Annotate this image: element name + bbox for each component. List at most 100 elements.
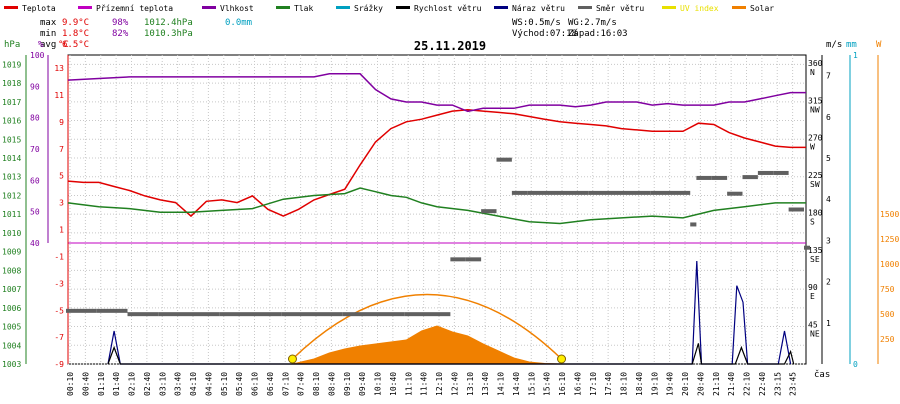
w-tick-2: 1000 [880, 260, 899, 269]
degc-tick-1: 11 [54, 91, 64, 100]
degc-tick-6: 1 [59, 226, 64, 235]
dir-tick-0: 360 [808, 59, 823, 68]
series-sm-r-v-tru-point-30 [773, 170, 789, 175]
x-tick-20: 10:10 [374, 372, 383, 396]
dir-tick-1: 315 [808, 96, 823, 105]
legend-label-0: Teplota [22, 4, 56, 13]
x-tick-17: 08:40 [327, 372, 336, 396]
series-sm-r-v-tru-point-0 [66, 308, 97, 313]
mm-tick-0: 1 [853, 51, 858, 60]
dir-tick-label-1: NW [810, 105, 820, 114]
degc-tick-7: -1 [54, 252, 64, 261]
degc-tick-10: -7 [54, 333, 64, 342]
legend-label-5: Rychlost větru [414, 4, 482, 13]
series-solar [292, 325, 562, 365]
degc-tick-2: 9 [59, 118, 64, 127]
sunset-time: Západ:16:03 [568, 29, 628, 39]
hpa-tick-11: 1008 [2, 266, 21, 275]
hpa-tick-13: 1006 [2, 304, 21, 313]
stat-max-press: 1012.4hPa [144, 18, 193, 28]
x-tick-9: 04:40 [204, 372, 213, 396]
axis-units: hPa % °C m/s mm W čas [4, 40, 882, 380]
x-tick-39: 19:40 [666, 372, 675, 396]
series-sm-r-v-tru-point-26 [711, 175, 728, 180]
x-tick-19: 09:40 [358, 372, 367, 396]
ms-tick-6: 1 [826, 319, 831, 328]
unit-pct: % [38, 40, 44, 50]
legend-label-9: Solar [750, 4, 774, 13]
dir-tick-label-5: SE [810, 255, 820, 264]
series-sm-r-v-tru-point-12 [435, 312, 451, 317]
legend-swatch-8 [662, 6, 676, 9]
x-tick-10: 05:10 [220, 372, 229, 396]
legend-label-7: Směr větru [596, 4, 644, 13]
w-tick-3: 750 [880, 285, 895, 294]
unit-degc: °C [58, 40, 69, 50]
series-sm-r-v-tru-point-6 [250, 312, 282, 317]
hpa-tick-0: 1019 [2, 60, 21, 69]
legend-label-2: Vlhkost [220, 4, 254, 13]
legend-swatch-1 [78, 6, 92, 9]
x-tick-23: 11:40 [420, 372, 429, 396]
series-sm-r-v-tru-point-7 [281, 312, 312, 317]
dir-tick-4: 180 [808, 208, 823, 217]
x-tick-40: 20:10 [681, 372, 690, 396]
legend-swatch-4 [336, 6, 350, 9]
pct-tick-5: 50 [30, 208, 40, 217]
series-sm-r-v-tru-point-25 [696, 175, 712, 180]
x-tick-25: 12:40 [450, 372, 459, 396]
series-sm-r-v-tru-point-8 [312, 312, 343, 317]
hpa-tick-5: 1014 [2, 154, 21, 163]
x-tick-7: 03:40 [174, 372, 183, 396]
dir-tick-2: 270 [808, 134, 823, 143]
series-sm-r-v-tru-point-16 [496, 157, 512, 162]
x-tick-32: 16:10 [558, 372, 567, 396]
series-sm-r-v-tru-point-19 [558, 190, 589, 195]
sun-marker-1 [557, 354, 567, 364]
stat-max-hum: 98% [112, 18, 129, 28]
x-tick-43: 21:40 [727, 372, 736, 396]
degc-tick-4: 5 [59, 172, 64, 181]
legend-label-6: Náraz větru [512, 4, 565, 13]
ms-tick-0: 7 [826, 72, 831, 81]
dir-tick-7: 45 [808, 321, 818, 330]
hpa-tick-1: 1018 [2, 79, 21, 88]
time-label: čas [814, 369, 830, 380]
x-tick-36: 18:10 [620, 372, 629, 396]
x-tick-41: 20:40 [696, 372, 705, 396]
dir-tick-3: 225 [808, 171, 823, 180]
x-tick-33: 16:40 [573, 372, 582, 396]
ms-tick-5: 2 [826, 278, 831, 287]
legend-swatch-9 [732, 6, 746, 9]
pct-tick-3: 70 [30, 145, 40, 154]
x-tick-47: 23:45 [789, 372, 798, 396]
stat-avg-temp: 6.5°C [62, 40, 89, 50]
stat-max-label: max [40, 18, 57, 28]
ms-tick-4: 3 [826, 236, 831, 245]
x-tick-11: 05:40 [235, 372, 244, 396]
stat-max-temp: 9.9°C [62, 18, 89, 28]
w-tick-0: 1500 [880, 210, 899, 219]
x-tick-31: 15:40 [543, 372, 552, 396]
x-tick-26: 13:10 [466, 372, 475, 396]
x-tick-5: 02:40 [143, 372, 152, 396]
x-tick-37: 18:40 [635, 372, 644, 396]
hpa-tick-8: 1011 [2, 210, 21, 219]
x-tick-6: 03:10 [158, 372, 167, 396]
stat-min-hum: 82% [112, 29, 129, 39]
series-sm-r-v-tru-point-18 [527, 190, 558, 195]
wind-info: WS:0.5m/s WG:2.7m/s Východ:07:18 Západ:1… [512, 18, 628, 39]
series-sm-r-v-tru-point-23 [681, 190, 691, 195]
x-tick-34: 17:10 [589, 372, 598, 396]
degc-tick-0: 13 [54, 64, 64, 73]
legend-label-8: UV index [680, 4, 719, 13]
legend-swatch-2 [202, 6, 216, 9]
series-sm-r-v-tru-point-3 [158, 312, 189, 317]
x-tick-45: 22:40 [758, 372, 767, 396]
degc-tick-8: -3 [54, 279, 64, 288]
series-sm-r-v-tru-point-27 [727, 191, 743, 196]
hpa-tick-16: 1003 [2, 360, 21, 369]
dir-tick-label-6: E [810, 292, 815, 301]
degc-tick-3: 7 [59, 145, 64, 154]
